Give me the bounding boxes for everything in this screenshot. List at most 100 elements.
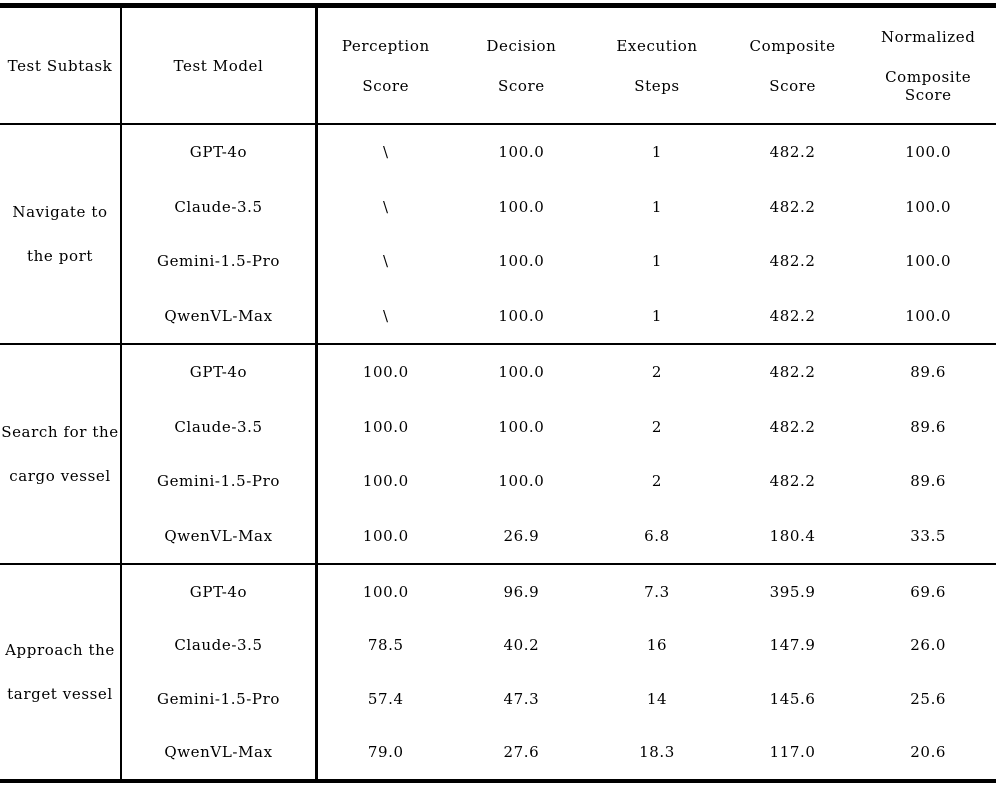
perception-score-cell: \: [382, 306, 389, 325]
table-header-row: Test Subtask Test Model Perception Score…: [0, 8, 996, 125]
normalized-score-cell: 100.0: [905, 197, 952, 216]
header-normalized-line1: Normalized: [880, 27, 976, 46]
decision-score-cell: 96.9: [503, 582, 540, 601]
perception-score-cell: \: [382, 143, 389, 162]
model-name-cell: GPT-4o: [122, 565, 318, 619]
subtask-group-approach-the-target-vessel: Approach the target vessel GPT-4o 100.0 …: [0, 565, 996, 779]
decision-score-cell: 100.0: [498, 143, 545, 162]
header-normalized-composite-score: Normalized Composite Score: [860, 8, 996, 123]
perception-score-cell: 79.0: [367, 743, 404, 762]
composite-score-cell: 482.2: [769, 472, 816, 491]
execution-steps-cell: 7.3: [644, 582, 670, 601]
subtask-cell: Search for the cargo vessel: [0, 345, 122, 563]
model-name-cell: Gemini-1.5-Pro: [122, 672, 318, 726]
perception-score-cell: 100.0: [362, 472, 409, 491]
header-perception-line2: Score: [362, 76, 410, 95]
subtask-group-navigate-to-the-port: Navigate to the port GPT-4o \ 100.0 1 48…: [0, 125, 996, 345]
composite-score-cell: 482.2: [769, 363, 816, 382]
normalized-score-cell: 100.0: [905, 143, 952, 162]
perception-score-cell: 100.0: [362, 582, 409, 601]
composite-score-cell: 145.6: [769, 689, 816, 708]
benchmark-results-table: Test Subtask Test Model Perception Score…: [0, 3, 996, 783]
composite-score-cell: 117.0: [769, 743, 816, 762]
header-test-model: Test Model: [122, 8, 318, 123]
decision-score-cell: 100.0: [498, 252, 545, 271]
execution-steps-cell: 1: [651, 197, 663, 216]
subtask-group-search-for-the-cargo-vessel: Search for the cargo vessel GPT-4o 100.0…: [0, 345, 996, 565]
composite-score-cell: 180.4: [769, 526, 816, 545]
execution-steps-cell: 1: [651, 252, 663, 271]
perception-score-cell: \: [382, 252, 389, 271]
normalized-score-cell: 100.0: [905, 252, 952, 271]
model-name-cell: QwenVL-Max: [122, 508, 318, 563]
execution-steps-cell: 2: [651, 363, 663, 382]
header-execution-steps: Execution Steps: [589, 8, 725, 123]
execution-steps-cell: 18.3: [639, 743, 675, 762]
subtask-cell: Approach the target vessel: [0, 565, 122, 779]
header-decision-line1: Decision: [486, 36, 557, 55]
header-perception-score: Perception Score: [318, 8, 454, 123]
model-name-cell: Gemini-1.5-Pro: [122, 454, 318, 509]
header-composite-line1: Composite: [749, 36, 836, 55]
composite-score-cell: 482.2: [769, 197, 816, 216]
model-name-cell: GPT-4o: [122, 345, 318, 400]
execution-steps-cell: 14: [646, 689, 668, 708]
decision-score-cell: 100.0: [498, 417, 545, 436]
subtask-label-line1: Search for the: [1, 423, 119, 441]
composite-score-cell: 482.2: [769, 143, 816, 162]
header-composite-score: Composite Score: [725, 8, 861, 123]
composite-score-cell: 482.2: [769, 252, 816, 271]
decision-score-cell: 26.9: [503, 526, 540, 545]
model-name-cell: Gemini-1.5-Pro: [122, 234, 318, 289]
normalized-score-cell: 89.6: [910, 417, 947, 436]
model-name-cell: GPT-4o: [122, 125, 318, 180]
header-test-subtask: Test Subtask: [0, 8, 122, 123]
normalized-score-cell: 33.5: [910, 526, 947, 545]
header-perception-line1: Perception: [341, 36, 430, 55]
execution-steps-cell: 1: [651, 306, 663, 325]
subtask-label-line1: Approach the: [5, 641, 115, 659]
decision-score-cell: 100.0: [498, 472, 545, 491]
execution-steps-cell: 1: [651, 143, 663, 162]
header-decision-line2: Score: [498, 76, 545, 95]
decision-score-cell: 27.6: [503, 743, 540, 762]
model-name-cell: Claude-3.5: [122, 179, 318, 234]
subtask-label-line1: Navigate to: [12, 203, 108, 221]
header-execution-line2: Steps: [634, 76, 680, 95]
header-execution-line1: Execution: [616, 36, 698, 55]
decision-score-cell: 47.3: [503, 689, 540, 708]
normalized-score-cell: 100.0: [905, 306, 952, 325]
execution-steps-cell: 2: [651, 472, 663, 491]
normalized-score-cell: 20.6: [910, 743, 947, 762]
header-decision-score: Decision Score: [454, 8, 590, 123]
header-composite-line2: Score: [769, 76, 816, 95]
normalized-score-cell: 69.6: [910, 582, 947, 601]
execution-steps-cell: 6.8: [644, 526, 670, 545]
subtask-cell: Navigate to the port: [0, 125, 122, 343]
model-name-cell: QwenVL-Max: [122, 725, 318, 779]
subtask-label-line2: cargo vessel: [9, 467, 111, 485]
decision-score-cell: 40.2: [503, 636, 540, 655]
decision-score-cell: 100.0: [498, 197, 545, 216]
decision-score-cell: 100.0: [498, 363, 545, 382]
execution-steps-cell: 16: [646, 636, 668, 655]
perception-score-cell: \: [382, 197, 389, 216]
execution-steps-cell: 2: [651, 417, 663, 436]
perception-score-cell: 57.4: [367, 689, 404, 708]
normalized-score-cell: 89.6: [910, 472, 947, 491]
model-name-cell: Claude-3.5: [122, 399, 318, 454]
header-normalized-line2: Composite Score: [885, 67, 972, 104]
composite-score-cell: 395.9: [769, 582, 816, 601]
decision-score-cell: 100.0: [498, 306, 545, 325]
perception-score-cell: 100.0: [362, 363, 409, 382]
normalized-score-cell: 89.6: [910, 363, 947, 382]
normalized-score-cell: 26.0: [910, 636, 947, 655]
subtask-label-line2: the port: [27, 247, 93, 265]
perception-score-cell: 100.0: [362, 417, 409, 436]
model-name-cell: Claude-3.5: [122, 618, 318, 672]
model-name-cell: QwenVL-Max: [122, 288, 318, 343]
subtask-label-line2: target vessel: [7, 685, 113, 703]
composite-score-cell: 147.9: [769, 636, 816, 655]
composite-score-cell: 482.2: [769, 306, 816, 325]
